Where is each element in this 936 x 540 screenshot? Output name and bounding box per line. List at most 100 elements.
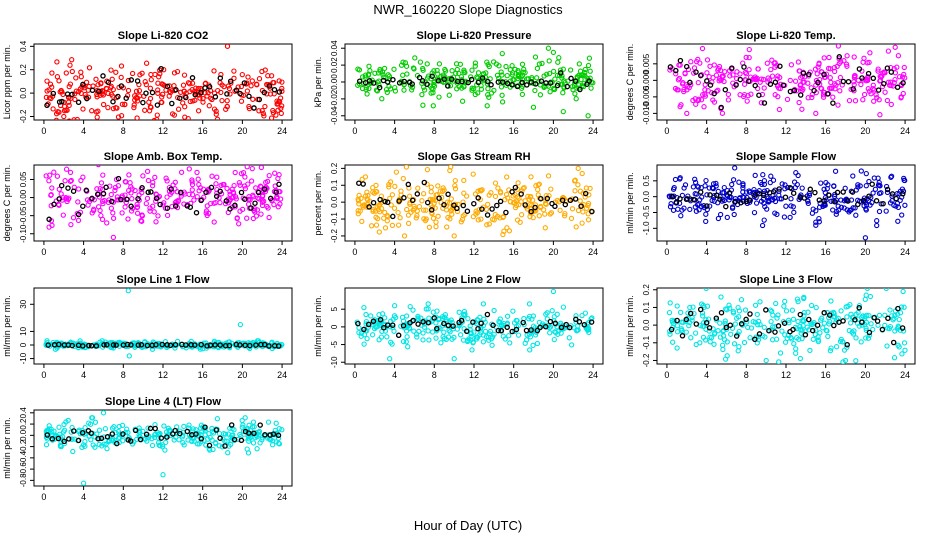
- reference-point: [431, 315, 437, 321]
- data-point: [865, 335, 872, 341]
- data-point: [499, 72, 505, 78]
- data-point: [64, 107, 70, 113]
- data-point: [697, 323, 704, 329]
- data-point: [428, 90, 434, 96]
- reference-point: [667, 64, 674, 70]
- data-point: [384, 334, 390, 340]
- data-point: [844, 53, 850, 59]
- data-point: [410, 65, 417, 71]
- reference-point: [267, 195, 274, 202]
- data-point: [423, 207, 429, 213]
- data-point: [250, 96, 256, 102]
- data-point: [535, 192, 541, 198]
- data-point: [108, 67, 114, 73]
- data-point: [711, 198, 717, 204]
- data-point: [782, 298, 788, 305]
- data-point: [360, 202, 366, 209]
- data-point: [222, 200, 229, 207]
- reference-point: [98, 435, 105, 442]
- data-point: [237, 182, 243, 188]
- x-tick-label: 24: [277, 126, 287, 136]
- data-point-outlier: [61, 113, 67, 120]
- reference-point: [756, 331, 763, 337]
- data-point: [859, 322, 865, 328]
- data-point: [831, 64, 838, 71]
- reference-point: [177, 95, 183, 101]
- data-point: [430, 215, 437, 221]
- data-point: [472, 191, 479, 197]
- data-point: [176, 437, 182, 443]
- reference-point: [100, 190, 107, 197]
- reference-point: [504, 324, 510, 331]
- data-point: [555, 59, 561, 65]
- data-point: [513, 198, 519, 204]
- data-point: [279, 85, 285, 92]
- data-point: [435, 213, 441, 219]
- data-point: [161, 423, 167, 429]
- data-point: [404, 71, 410, 77]
- data-point: [206, 446, 212, 452]
- data-point: [151, 117, 157, 120]
- data-point: [256, 76, 263, 82]
- data-point: [97, 207, 103, 214]
- data-point: [46, 87, 52, 93]
- data-point: [838, 204, 845, 210]
- data-point: [532, 332, 539, 338]
- reference-point: [356, 180, 362, 186]
- reference-point: [110, 342, 117, 348]
- data-point: [731, 211, 737, 218]
- data-point: [548, 210, 555, 216]
- x-tick-label: 16: [198, 247, 208, 257]
- panel-frame: [656, 43, 916, 121]
- reference-point: [870, 75, 877, 82]
- reference-point: [836, 54, 843, 60]
- data-point: [568, 215, 575, 222]
- reference-point: [831, 322, 837, 329]
- reference-point: [723, 203, 729, 210]
- data-point: [392, 88, 399, 94]
- y-tick-label: -0.10: [19, 224, 28, 243]
- data-point: [381, 74, 387, 80]
- data-point: [560, 66, 566, 72]
- reference-point: [425, 319, 432, 326]
- data-point: [442, 66, 448, 73]
- data-point: [381, 215, 387, 221]
- data-point: [61, 427, 68, 433]
- data-point: [901, 175, 907, 182]
- reference-point: [711, 90, 717, 97]
- data-point: [732, 165, 738, 171]
- reference-point: [900, 80, 906, 86]
- data-point: [863, 201, 870, 208]
- reference-point: [409, 81, 415, 87]
- data-point: [896, 316, 902, 323]
- data-point: [579, 83, 585, 89]
- data-point: [105, 90, 111, 97]
- data-point: [902, 347, 908, 353]
- data-point: [547, 211, 553, 217]
- reference-point: [900, 191, 906, 197]
- data-point: [251, 424, 257, 430]
- data-point: [569, 206, 576, 212]
- data-point: [785, 317, 792, 323]
- reference-point: [140, 99, 146, 106]
- data-point: [465, 315, 471, 322]
- data-point: [844, 63, 850, 69]
- data-point: [48, 192, 54, 198]
- data-point: [129, 70, 136, 77]
- data-point: [484, 103, 490, 109]
- reference-point: [424, 199, 431, 206]
- data-point: [668, 201, 674, 207]
- data-point: [583, 205, 590, 211]
- data-point: [90, 207, 97, 214]
- reference-point: [444, 83, 451, 89]
- data-point: [532, 87, 538, 94]
- data-point: [711, 62, 717, 68]
- panel-ylabel: ml/min per min.: [625, 172, 635, 234]
- data-point: [125, 216, 131, 222]
- data-point: [95, 343, 102, 349]
- data-point-outlier: [550, 288, 557, 295]
- reference-point: [844, 341, 850, 348]
- y-tick-label: 0.005: [642, 53, 651, 74]
- data-point: [94, 186, 100, 192]
